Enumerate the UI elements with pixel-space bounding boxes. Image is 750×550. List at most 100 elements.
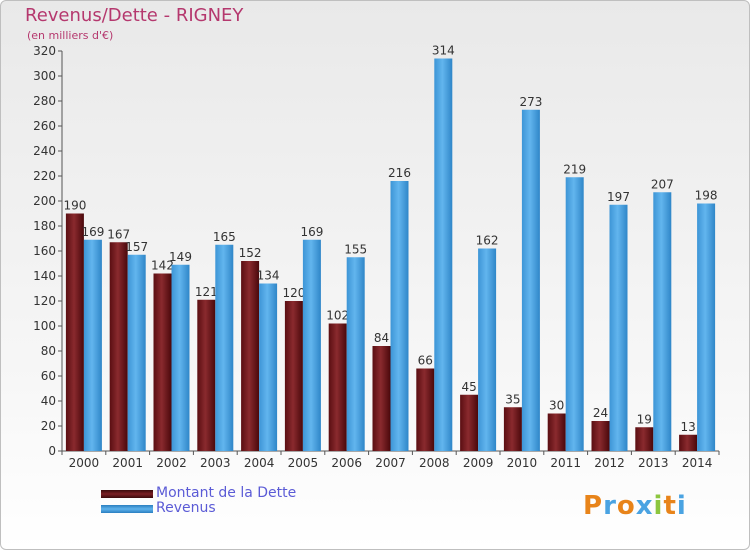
- data-label-revenus: 198: [695, 189, 718, 203]
- bar-revenus: [653, 192, 672, 451]
- bar-dette: [65, 213, 84, 451]
- bar-revenus: [127, 254, 146, 451]
- data-label-revenus: 157: [125, 240, 148, 254]
- data-label-dette: 24: [593, 406, 608, 420]
- bar-revenus: [83, 239, 102, 451]
- x-tick-label: 2000: [69, 456, 100, 470]
- bar-revenus: [215, 244, 234, 451]
- x-tick-label: 2004: [244, 456, 275, 470]
- data-label-revenus: 134: [257, 269, 280, 283]
- legend-label-revenus: Revenus: [156, 500, 216, 516]
- bar-revenus: [565, 177, 584, 451]
- x-tick-label: 2014: [682, 456, 713, 470]
- data-label-revenus: 169: [300, 225, 323, 239]
- legend-label-dette: Montant de la Dette: [156, 485, 297, 501]
- data-label-revenus: 162: [476, 234, 499, 248]
- bar-dette: [109, 242, 128, 451]
- x-tick-label: 2009: [463, 456, 494, 470]
- chart-subtitle: (en milliers d'€): [27, 29, 114, 42]
- bar-dette: [679, 434, 698, 451]
- data-label-revenus: 155: [344, 242, 367, 256]
- bar-dette: [416, 368, 435, 451]
- bar-revenus: [346, 257, 365, 451]
- data-label-dette: 120: [282, 286, 305, 300]
- proxiti-logo: Proxiti: [583, 491, 687, 521]
- y-tick-label: 300: [33, 69, 56, 83]
- bar-revenus: [697, 203, 716, 451]
- bar-revenus: [259, 283, 278, 451]
- data-label-dette: 66: [418, 354, 433, 368]
- y-tick-label: 20: [41, 419, 56, 433]
- y-tick-label: 260: [33, 119, 56, 133]
- data-label-dette: 19: [637, 412, 652, 426]
- x-tick-label: 2005: [288, 456, 319, 470]
- y-tick-label: 280: [33, 94, 56, 108]
- bar-dette: [197, 299, 216, 451]
- y-tick-label: 100: [33, 319, 56, 333]
- y-tick-label: 60: [41, 369, 56, 383]
- y-tick-label: 240: [33, 144, 56, 158]
- bar-dette: [153, 273, 172, 451]
- data-label-dette: 167: [107, 227, 130, 241]
- data-label-dette: 152: [239, 246, 262, 260]
- bar-revenus: [390, 181, 409, 451]
- bar-dette: [460, 394, 479, 451]
- bar-revenus: [609, 204, 628, 451]
- data-label-revenus: 149: [169, 250, 192, 264]
- data-label-dette: 30: [549, 399, 564, 413]
- data-label-dette: 121: [195, 285, 218, 299]
- bar-revenus: [521, 109, 540, 451]
- bar-dette: [241, 261, 260, 451]
- data-label-dette: 190: [63, 199, 86, 213]
- legend-swatch-dette: [101, 490, 153, 498]
- y-tick-label: 320: [33, 44, 56, 58]
- y-tick-label: 140: [33, 269, 56, 283]
- data-label-dette: 13: [680, 420, 695, 434]
- y-tick-label: 180: [33, 219, 56, 233]
- bar-revenus: [302, 239, 321, 451]
- data-label-revenus: 207: [651, 177, 674, 191]
- x-tick-label: 2002: [156, 456, 187, 470]
- bar-dette: [591, 421, 610, 451]
- x-tick-label: 2007: [375, 456, 406, 470]
- x-tick-label: 2003: [200, 456, 231, 470]
- bar-revenus: [434, 58, 453, 451]
- bar-dette: [284, 301, 303, 451]
- data-label-revenus: 169: [81, 225, 104, 239]
- bar-revenus: [171, 264, 190, 451]
- data-label-dette: 102: [326, 309, 349, 323]
- data-label-revenus: 197: [607, 190, 630, 204]
- chart-title: Revenus/Dette - RIGNEY: [25, 5, 244, 26]
- data-label-revenus: 314: [432, 44, 455, 58]
- y-tick-label: 220: [33, 169, 56, 183]
- bar-revenus: [478, 248, 497, 451]
- y-tick-label: 120: [33, 294, 56, 308]
- data-label-dette: 84: [374, 331, 389, 345]
- x-tick-label: 2010: [507, 456, 538, 470]
- bar-dette: [372, 346, 391, 451]
- data-label-revenus: 216: [388, 166, 411, 180]
- y-tick-label: 160: [33, 244, 56, 258]
- x-tick-label: 2006: [331, 456, 362, 470]
- x-tick-label: 2011: [550, 456, 581, 470]
- x-tick-label: 2008: [419, 456, 450, 470]
- bar-dette: [328, 323, 347, 451]
- bar-dette: [635, 427, 654, 451]
- y-tick-label: 80: [41, 344, 56, 358]
- bar-dette: [547, 413, 566, 451]
- y-tick-label: 40: [41, 394, 56, 408]
- data-label-revenus: 165: [213, 230, 236, 244]
- y-tick-label: 200: [33, 194, 56, 208]
- x-tick-label: 2001: [112, 456, 143, 470]
- data-label-revenus: 273: [519, 95, 542, 109]
- data-label-dette: 142: [151, 259, 174, 273]
- bar-dette: [503, 407, 522, 451]
- data-label-dette: 35: [505, 392, 520, 406]
- x-tick-label: 2013: [638, 456, 669, 470]
- legend-swatch-revenus: [101, 505, 153, 513]
- x-tick-label: 2012: [594, 456, 625, 470]
- y-tick-label: 0: [48, 444, 56, 458]
- data-label-dette: 45: [461, 380, 476, 394]
